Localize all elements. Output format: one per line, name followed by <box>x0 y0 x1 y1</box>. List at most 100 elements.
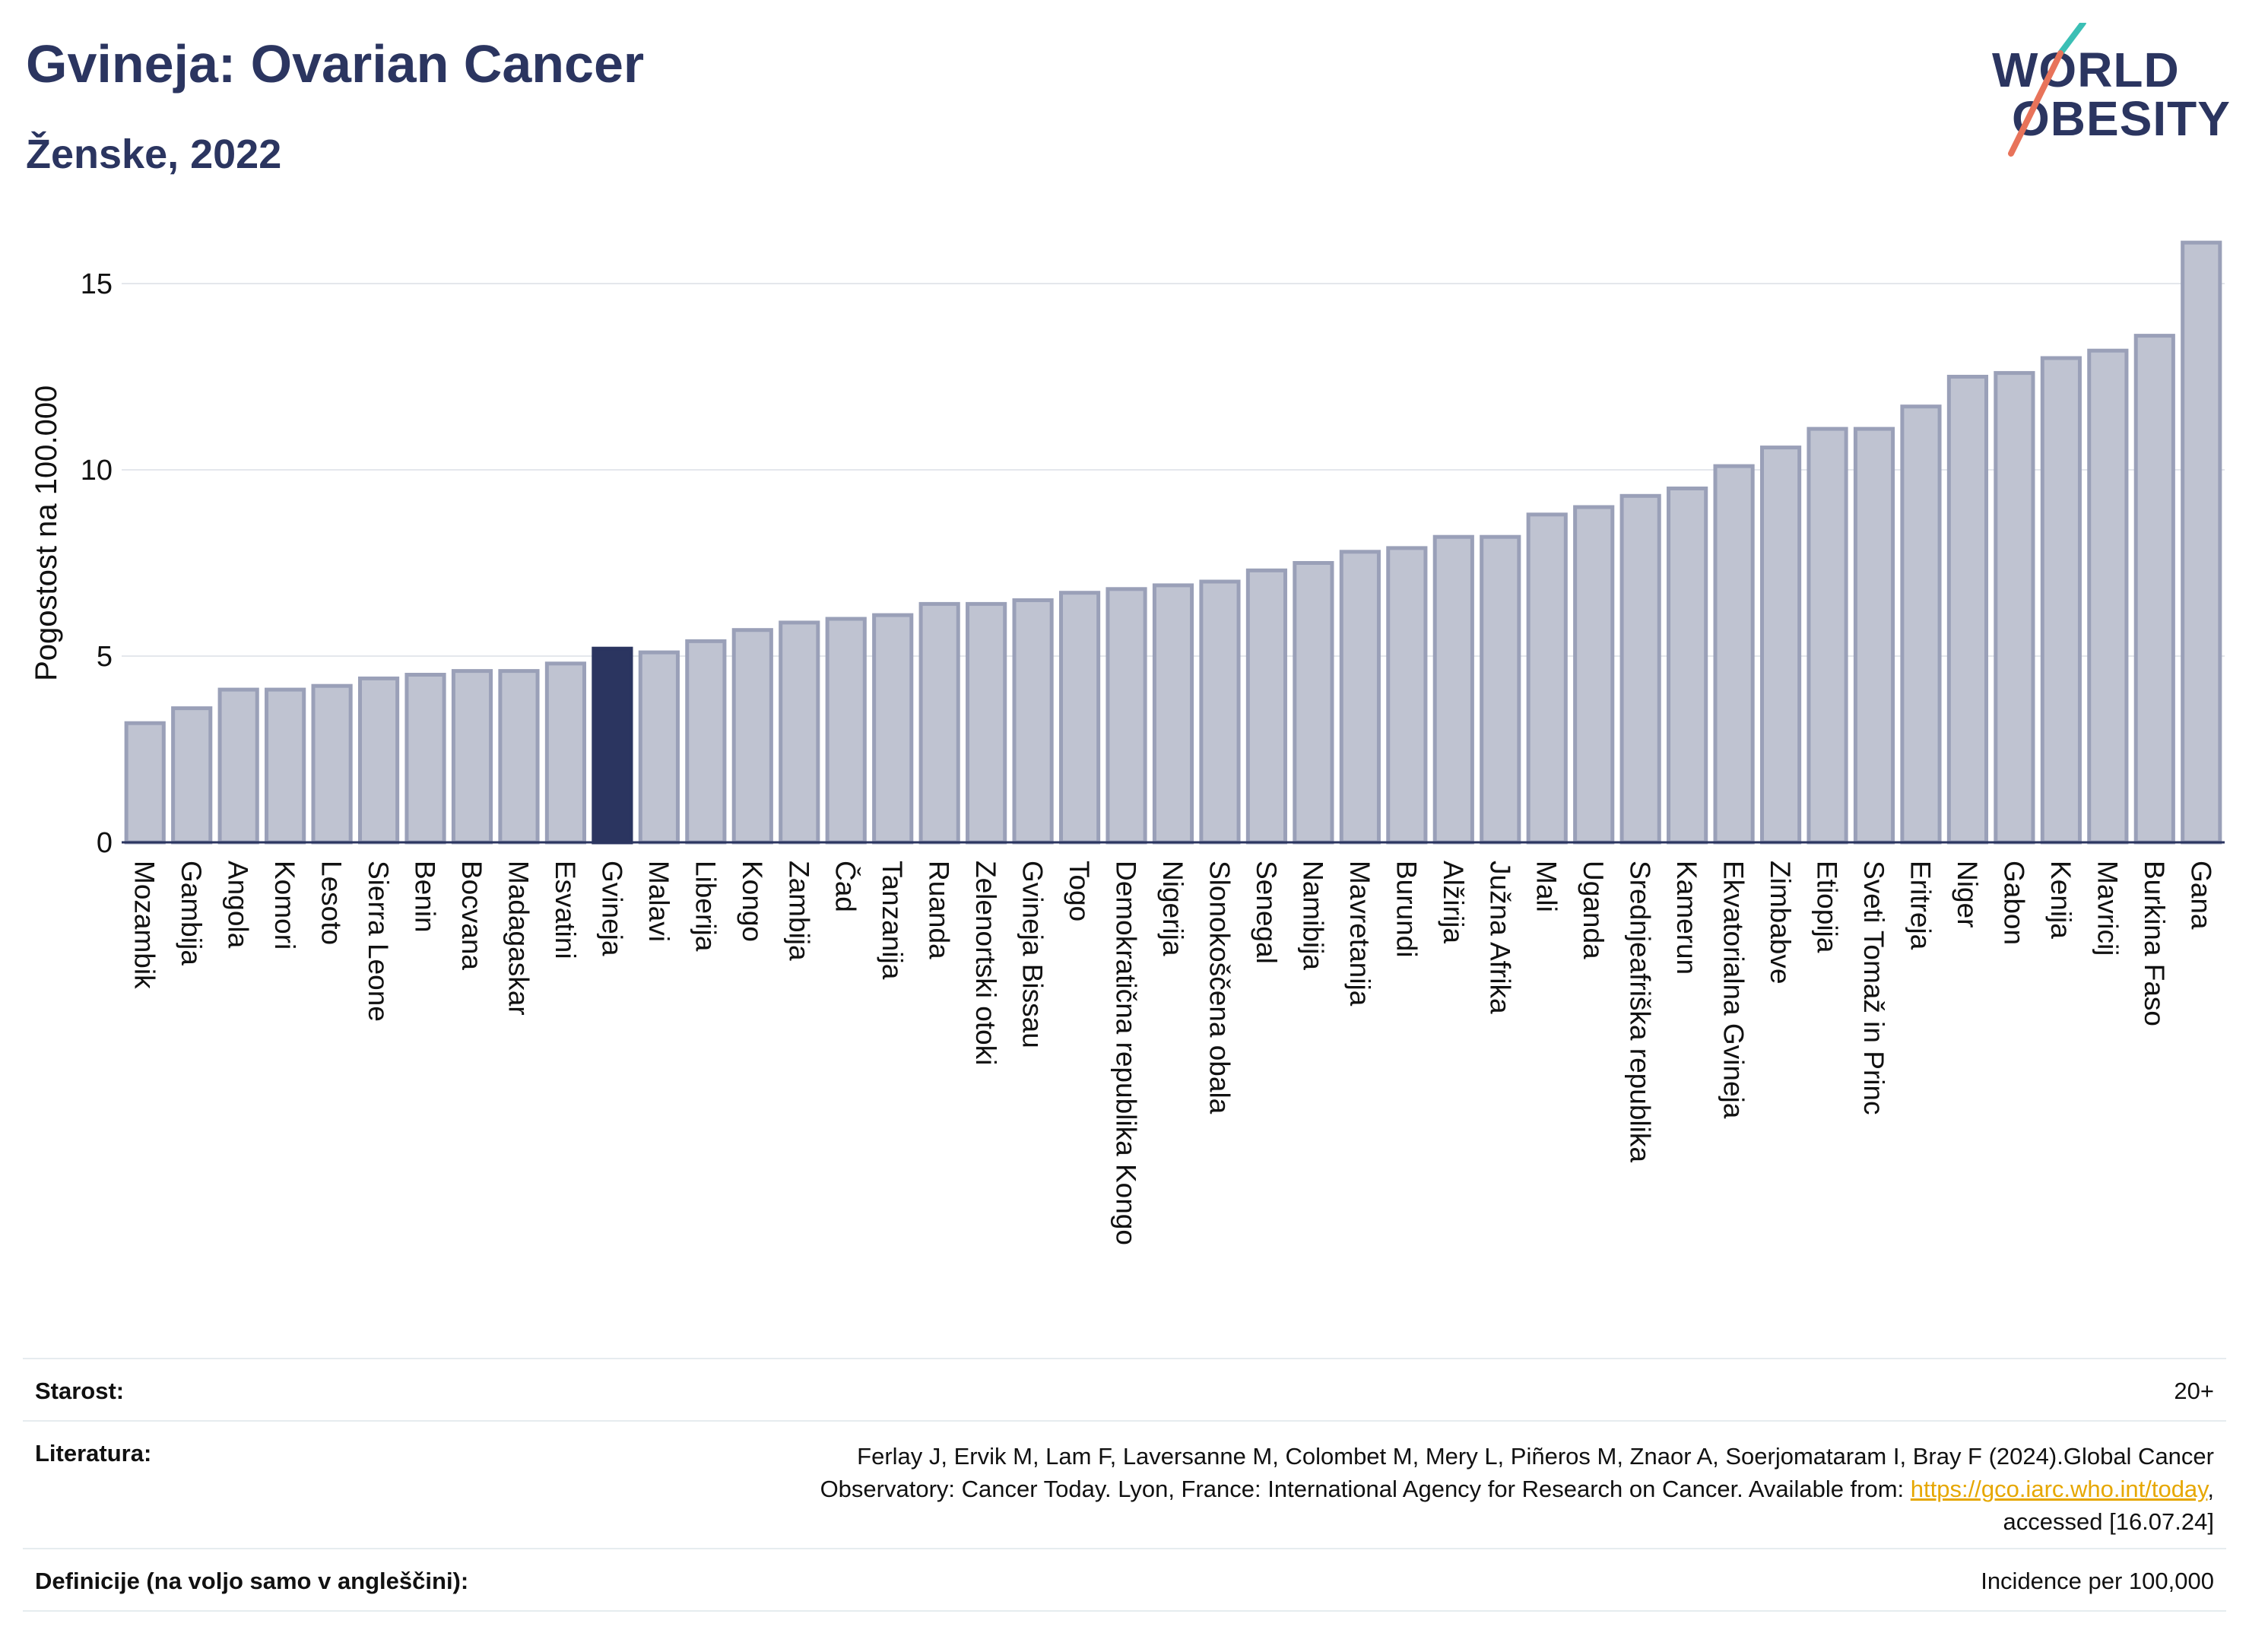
x-tick-label: Kamerun <box>1671 861 1702 975</box>
bar <box>1946 375 1989 845</box>
definitions-label: Definicije (na voljo samo v angleščini): <box>35 1568 469 1594</box>
bar <box>1339 550 1381 845</box>
reference-text: Ferlay J, Ervik M, Lam F, Laversanne M, … <box>820 1440 2214 1538</box>
bar <box>1994 371 2035 845</box>
x-tick-label: Bocvana <box>456 861 487 970</box>
y-axis-ticks: 0 5 10 15 <box>81 268 113 859</box>
x-tick-label: Gana <box>2185 861 2216 930</box>
bar <box>1806 426 1848 845</box>
bar <box>1759 446 1802 845</box>
x-tick-label: Eritreja <box>1905 861 1936 950</box>
bar <box>124 721 166 845</box>
reference-line-1: Ferlay J, Ervik M, Lam F, Laversanne M, … <box>857 1443 2214 1470</box>
x-tick-label: Lesoto <box>316 861 347 945</box>
bar <box>544 661 587 845</box>
bar-chart: 0 5 10 15 Mozambik Gambija Angola Komori Lesoto… <box>30 240 2225 1245</box>
logo-slash-icon <box>2008 23 2086 157</box>
x-tick-label: Sveti Tomaž in Princ <box>1858 861 1889 1115</box>
world-obesity-logo: WORLD OBESITY <box>1977 23 2235 167</box>
chart-title: Gvineja: Ovarian Cancer <box>26 34 645 94</box>
bar <box>825 617 867 845</box>
x-tick-label: Namibija <box>1297 861 1328 970</box>
logo-line-1: WORLD <box>1992 43 2180 97</box>
bar <box>357 676 400 845</box>
bar <box>451 669 493 845</box>
bar <box>1900 404 1942 845</box>
x-tick-label: Zimbabve <box>1765 861 1796 984</box>
logo-line-2: OBESITY <box>2012 91 2231 146</box>
bar <box>731 628 773 845</box>
divider <box>23 1548 2226 1549</box>
x-tick-label: Malavi <box>643 861 674 942</box>
x-tick-label: Sierra Leone <box>363 861 394 1022</box>
x-tick-label: Mozambik <box>129 861 160 989</box>
bars <box>124 240 2222 845</box>
x-tick-label: Slonokoščena obala <box>1204 861 1235 1115</box>
bar-highlight <box>592 646 633 845</box>
bar <box>638 650 680 845</box>
y-tick-label: 5 <box>97 641 113 673</box>
x-tick-label: Gvineja <box>596 861 627 956</box>
x-tick-label: Madagaskar <box>503 861 534 1016</box>
bar <box>1526 512 1568 845</box>
x-tick-label: Benin <box>410 861 441 933</box>
x-tick-label: Ekvatorialna Gvineja <box>1718 861 1749 1119</box>
x-tick-label: Burundi <box>1391 861 1422 958</box>
x-tick-label: Zambija <box>783 861 814 961</box>
bar <box>1293 561 1334 845</box>
bar <box>872 613 914 845</box>
bar <box>1853 426 1895 845</box>
x-tick-label: Angola <box>223 861 254 949</box>
bar <box>685 639 727 845</box>
x-tick-label: Togo <box>1064 861 1095 921</box>
x-tick-label: Gvineja Bissau <box>1017 861 1048 1048</box>
x-tick-label: Burkina Faso <box>2139 861 2170 1026</box>
bar <box>1573 505 1615 845</box>
x-tick-label: Demokratična republika Kongo <box>1111 861 1142 1245</box>
x-tick-label: Alžirija <box>1438 861 1469 943</box>
reference-line-3: accessed [16.07.24] <box>2003 1508 2214 1535</box>
x-tick-label: Mavretanija <box>1344 861 1375 1007</box>
bar <box>404 673 446 845</box>
x-tick-label: Zelenortski otoki <box>970 861 1001 1065</box>
x-tick-label: Čad <box>830 861 861 912</box>
age-label: Starost: <box>35 1378 125 1404</box>
x-tick-label: Gambija <box>176 861 207 966</box>
bar <box>171 706 213 845</box>
x-tick-label: Komori <box>269 861 300 950</box>
x-tick-label: Senegal <box>1251 861 1282 964</box>
y-tick-label: 0 <box>97 827 113 859</box>
x-tick-label: Uganda <box>1578 861 1609 959</box>
reference-line-2-end: , <box>2207 1476 2214 1502</box>
bar <box>1480 534 1521 845</box>
bar <box>498 669 540 845</box>
reference-line-2-text: Observatory: Cancer Today. Lyon, France:… <box>820 1476 1911 1502</box>
y-tick-label: 15 <box>81 268 113 300</box>
reference-label: Literatura: <box>35 1440 152 1467</box>
x-tick-label: Mavricij <box>2092 861 2123 956</box>
bar <box>1713 464 1755 845</box>
reference-link[interactable]: https://gco.iarc.who.int/today <box>1910 1476 2208 1502</box>
x-tick-label: Nigerija <box>1157 861 1188 956</box>
bar <box>265 687 306 845</box>
bar <box>1667 487 1708 845</box>
bar <box>918 601 960 845</box>
divider <box>23 1610 2226 1612</box>
divider <box>23 1420 2226 1422</box>
bar <box>217 687 259 845</box>
chart-subtitle: Ženske, 2022 <box>26 132 282 177</box>
x-tick-label: Srednjeafriška republika <box>1625 861 1656 1162</box>
x-tick-label: Gabon <box>1998 861 2029 945</box>
bar <box>1012 598 1054 845</box>
y-tick-label: 10 <box>81 455 113 487</box>
x-tick-label: Niger <box>1952 861 1983 927</box>
definitions-value: Incidence per 100,000 <box>1981 1568 2214 1594</box>
bar <box>2181 240 2222 845</box>
x-axis-labels: Mozambik Gambija Angola Komori Lesoto Sierra … <box>129 861 2217 1245</box>
bar <box>2040 356 2082 845</box>
reference-line-2: Observatory: Cancer Today. Lyon, France:… <box>820 1473 2214 1505</box>
bar <box>779 620 820 845</box>
x-tick-label: Etiopija <box>1812 861 1843 953</box>
y-axis-label: Pogostost na 100.000 <box>30 385 63 681</box>
bar <box>966 601 1007 845</box>
